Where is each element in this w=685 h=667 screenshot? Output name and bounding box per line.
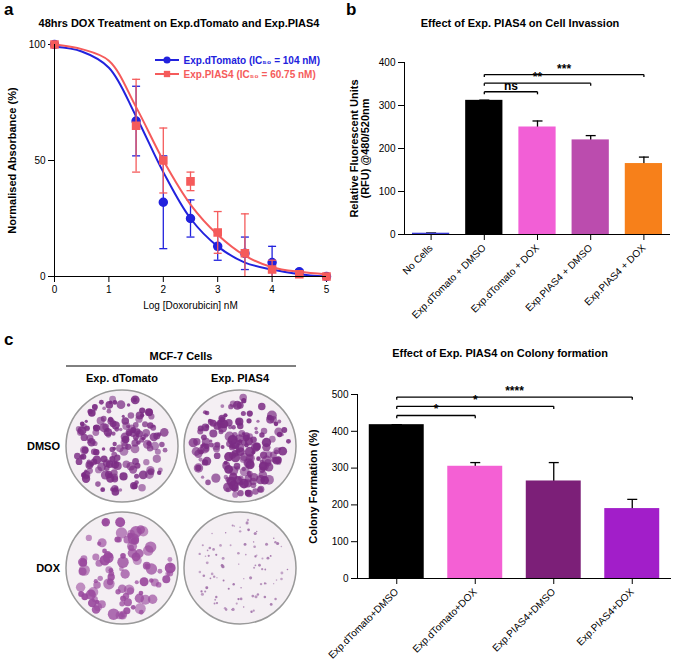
svg-text:Exp. PIAS4: Exp. PIAS4 [211,372,270,384]
svg-text:400: 400 [379,57,396,68]
svg-text:Exp.PIAS4 + DOX: Exp.PIAS4 + DOX [582,242,648,308]
svg-text:0: 0 [390,229,396,240]
svg-text:Normalised Absorbance (%): Normalised Absorbance (%) [6,87,18,234]
svg-text:2: 2 [161,284,167,295]
svg-text:200: 200 [332,499,349,510]
svg-text:50: 50 [34,155,46,166]
svg-text:DMSO: DMSO [27,440,60,452]
svg-text:ns: ns [504,79,518,93]
html-text:c: c [4,330,14,349]
svg-text:*: * [473,393,478,407]
html-text:a: a [4,0,14,19]
html-text:Exp.PIAS4 (IC₅₀ = 60.75 nM): Exp.PIAS4 (IC₅₀ = 60.75 nM) [183,68,316,80]
html-text:Effect of Exp. PIAS4 on Colony: Effect of Exp. PIAS4 on Colony formation [392,347,608,359]
svg-text:3: 3 [215,284,221,295]
svg-text:Relative Fluorescent Units(RFU: Relative Fluorescent Units(RFU) @480/520… [348,79,371,217]
svg-text:0: 0 [343,573,349,584]
svg-text:*: * [434,402,439,416]
svg-text:Exp.dTomato+DMSO: Exp.dTomato+DMSO [326,586,401,661]
html-text:Exp.dTomato (IC₅₀ = 104 nM): Exp.dTomato (IC₅₀ = 104 nM) [183,54,320,66]
svg-text:Exp.dTomato + DMSO: Exp.dTomato + DMSO [409,242,488,321]
svg-text:200: 200 [379,143,396,154]
svg-text:400: 400 [332,426,349,437]
svg-text:0: 0 [52,284,58,295]
svg-text:No Cells: No Cells [400,242,435,277]
svg-text:1: 1 [106,284,112,295]
svg-text:Exp.dTomato+DOX: Exp.dTomato+DOX [410,586,479,655]
svg-text:MCF-7 Cells: MCF-7 Cells [150,350,213,362]
svg-text:****: **** [505,384,524,398]
svg-text:100: 100 [29,39,46,50]
svg-text:Exp.PIAS4+DOX: Exp.PIAS4+DOX [574,586,636,648]
svg-text:300: 300 [379,100,396,111]
svg-text:100: 100 [379,186,396,197]
html-text:48hrs DOX Treatment on Exp.dTo: 48hrs DOX Treatment on Exp.dTomato and E… [38,17,320,29]
svg-text:5: 5 [324,284,330,295]
svg-text:Colony Formation (%): Colony Formation (%) [307,429,319,544]
svg-text:Exp.dTomato + DOX: Exp.dTomato + DOX [468,242,542,315]
svg-text:Exp.PIAS4+DMSO: Exp.PIAS4+DMSO [490,586,557,653]
svg-text:300: 300 [332,462,349,473]
svg-text:0: 0 [40,271,46,282]
svg-text:DOX: DOX [36,562,61,574]
svg-text:Exp.PIAS4 + DMSO: Exp.PIAS4 + DMSO [523,242,595,314]
html-text:b: b [346,0,357,19]
html-text:Effect of Exp. PIAS4 on Cell I: Effect of Exp. PIAS4 on Cell Invassion [420,17,620,29]
svg-text:Log [Doxorubicin] nM: Log [Doxorubicin] nM [143,300,238,311]
svg-text:500: 500 [332,389,349,400]
svg-text:***: *** [557,62,571,76]
svg-text:100: 100 [332,536,349,547]
svg-text:Exp. dTomato: Exp. dTomato [86,372,158,384]
svg-text:4: 4 [269,284,275,295]
svg-text:**: ** [533,70,543,84]
